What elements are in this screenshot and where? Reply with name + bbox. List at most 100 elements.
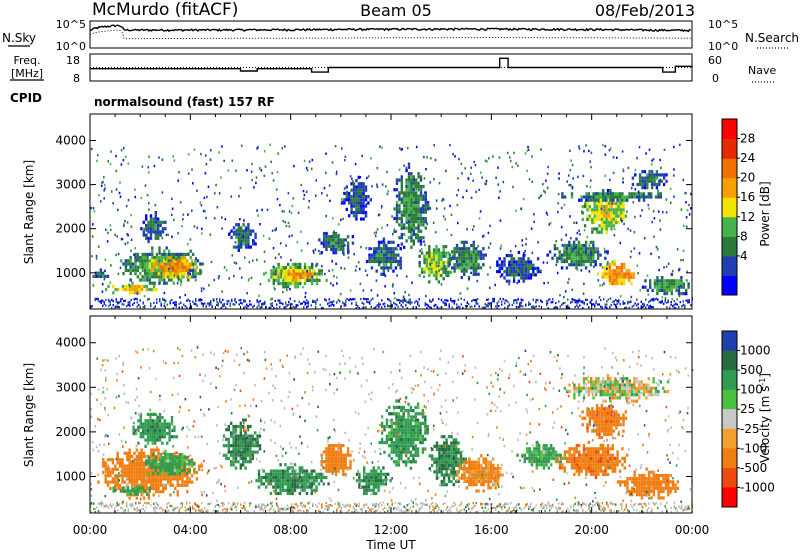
power-cell	[399, 247, 402, 251]
power-cell	[199, 262, 202, 266]
power-cell	[187, 272, 190, 276]
velocity-cell	[102, 458, 105, 462]
power-clutter	[189, 300, 191, 303]
velocity-cell	[234, 444, 238, 448]
power-cell	[355, 198, 358, 202]
power-clutter	[475, 302, 477, 305]
power-speckle	[200, 302, 203, 305]
power-clutter	[624, 302, 626, 305]
velocity-cell	[390, 428, 393, 432]
power-cell	[334, 244, 338, 248]
velocity-cell	[232, 460, 235, 464]
power-cell	[235, 223, 238, 227]
power-speckle	[101, 290, 104, 293]
velocity-cell	[365, 482, 368, 486]
power-cell	[393, 188, 396, 192]
power-speckle	[663, 266, 665, 269]
power-cell	[164, 269, 167, 273]
power-speckle	[398, 168, 401, 171]
power-speckle	[117, 208, 119, 212]
power-cell	[126, 284, 129, 288]
power-clutter	[111, 298, 113, 301]
power-speckle	[560, 226, 563, 229]
power-cell	[475, 253, 478, 257]
velocity-cell	[188, 480, 191, 484]
velocity-cell	[315, 488, 318, 492]
power-clutter	[111, 306, 113, 309]
velocity-cell	[265, 479, 268, 483]
velocity-cell	[161, 465, 165, 469]
velocity-cell	[162, 470, 165, 475]
power-cell	[628, 192, 631, 196]
power-clutter	[495, 305, 497, 308]
power-cell	[177, 256, 180, 260]
power-cell	[615, 275, 619, 279]
velocity-cell	[135, 496, 139, 500]
power-clutter	[583, 302, 585, 305]
power-cell	[153, 275, 156, 279]
power-speckle	[221, 145, 223, 148]
power-clutter	[676, 298, 678, 301]
velocity-cell	[133, 483, 136, 487]
power-cell	[435, 245, 438, 249]
velocity-cell	[358, 475, 361, 480]
power-cell	[149, 233, 153, 237]
velocity-cell	[298, 475, 301, 480]
power-cell	[162, 275, 165, 279]
velocity-cell	[402, 441, 405, 445]
power-cell	[158, 259, 161, 263]
power-speckle	[224, 218, 227, 221]
power-speckle	[511, 165, 514, 169]
velocity-cell	[407, 457, 410, 461]
power-cell	[609, 189, 612, 193]
power-cell	[152, 230, 155, 234]
power-cell	[570, 247, 573, 251]
power-clutter	[220, 301, 222, 304]
velocity-cell	[157, 480, 160, 484]
power-speckle	[557, 211, 559, 214]
power-speckle	[634, 168, 637, 172]
power-cell	[424, 220, 427, 224]
velocity-cell	[154, 432, 157, 436]
velocity-cell	[171, 483, 175, 487]
power-cell	[598, 224, 601, 228]
velocity-cell	[365, 472, 368, 476]
velocity-cell	[166, 459, 169, 463]
power-cell	[237, 242, 240, 246]
power-cell	[606, 272, 609, 276]
power-cell	[435, 261, 438, 265]
power-cell	[308, 266, 311, 270]
power-clutter	[643, 303, 645, 306]
power-cell	[370, 253, 374, 257]
power-cell	[332, 251, 335, 255]
power-clutter	[348, 299, 350, 302]
power-speckle	[251, 178, 253, 182]
velocity-cell	[148, 489, 151, 493]
power-clutter	[331, 301, 333, 304]
velocity-cell	[157, 467, 160, 471]
power-clutter	[249, 303, 251, 306]
power-cell	[403, 223, 406, 227]
power-speckle	[419, 188, 422, 191]
velocity-cell	[111, 477, 115, 481]
power-speckle	[276, 197, 279, 201]
power-cell	[155, 256, 159, 260]
power-cell	[186, 265, 189, 269]
power-cell	[606, 275, 609, 279]
power-speckle	[246, 292, 248, 295]
velocity-cell	[106, 483, 110, 487]
power-cell	[129, 256, 132, 260]
power-cell	[169, 269, 172, 273]
power-speckle	[392, 260, 394, 263]
power-clutter	[438, 297, 440, 300]
power-cell	[294, 266, 297, 270]
power-cell	[167, 265, 170, 269]
velocity-cell	[344, 472, 347, 476]
power-speckle	[651, 159, 653, 162]
power-speckle	[419, 249, 421, 252]
power-cell	[432, 257, 436, 262]
velocity-cell	[150, 486, 153, 491]
power-speckle	[621, 150, 624, 153]
power-clutter	[384, 302, 386, 305]
velocity-cell	[173, 462, 177, 466]
